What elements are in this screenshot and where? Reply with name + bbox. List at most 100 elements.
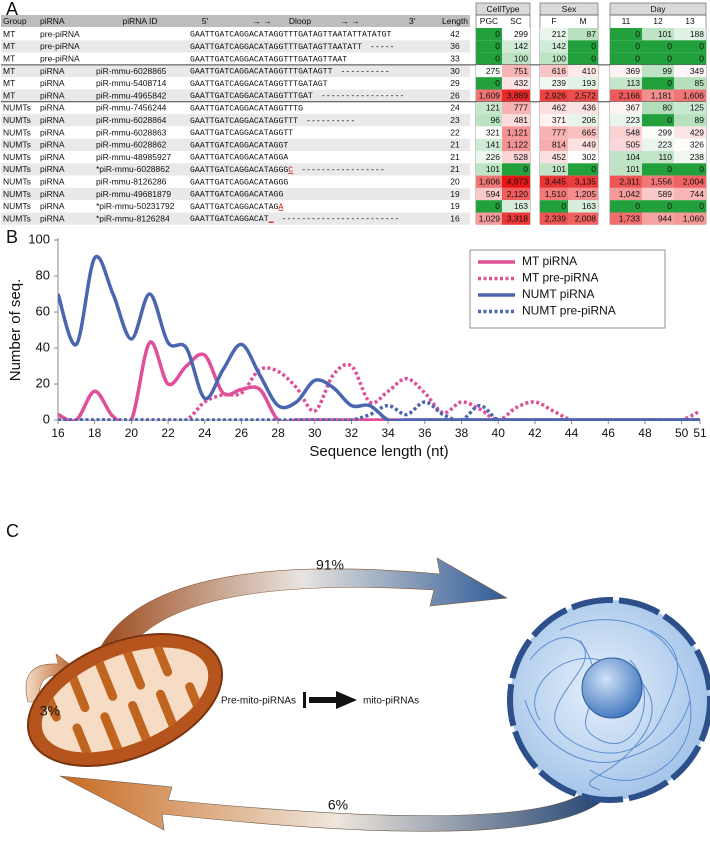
value-cell: 113 [626, 78, 640, 88]
x-tick-label: 30 [308, 426, 322, 440]
heat-cell [476, 89, 502, 102]
value-cell: 0 [667, 164, 672, 174]
value-cell: 163 [514, 201, 528, 211]
heat-cell [642, 89, 674, 102]
mutation: _ [268, 215, 274, 224]
row-bg [1, 52, 470, 65]
value-cell: 110 [658, 152, 672, 162]
value-cell: 2,008 [575, 213, 597, 223]
type-cell: piRNA [40, 90, 65, 100]
heat-cell [476, 114, 502, 127]
group-cell: MT [3, 66, 15, 76]
length-cell: 20 [450, 177, 460, 187]
heat-cell [642, 151, 674, 164]
value-cell: 3,445 [545, 177, 567, 187]
column-header: 12 [653, 16, 663, 26]
type-cell: pre-piRNA [40, 41, 80, 51]
x-tick-label: 42 [528, 426, 542, 440]
type-cell: piRNA [40, 177, 65, 187]
row-bg [1, 114, 470, 127]
value-cell: 238 [690, 152, 704, 162]
heat-cell [476, 101, 502, 115]
column-header: PGC [480, 16, 498, 26]
value-cell: 100 [514, 54, 528, 64]
value-cell: 777 [552, 127, 566, 137]
value-cell: 101 [552, 164, 566, 174]
heat-cell [568, 89, 598, 102]
heat-cell [502, 200, 530, 213]
length-cell: 19 [450, 189, 460, 199]
heat-cell [674, 40, 706, 53]
x-tick-label: 44 [565, 426, 579, 440]
group-cell: NUMTs [3, 140, 31, 150]
heat-cell [642, 200, 674, 213]
group-cell: NUMTs [3, 189, 31, 199]
heat-cell [502, 28, 530, 41]
value-cell: 548 [626, 127, 640, 137]
value-cell: 3,135 [575, 177, 597, 187]
percent-label: 6% [328, 797, 348, 813]
sequence-cell: GAATTGATCAGGACATAGGG [190, 178, 288, 187]
value-cell: 2,572 [575, 90, 597, 100]
value-cell: 3,318 [507, 213, 529, 223]
heat-cell [610, 151, 642, 164]
heat-cell [540, 114, 568, 127]
heat-cell [540, 28, 568, 41]
value-cell: 616 [552, 66, 566, 76]
heat-cell [642, 187, 674, 201]
heat-cell [568, 200, 598, 213]
heat-cell [476, 138, 502, 151]
heat-cell [674, 28, 706, 41]
panel-label: B [6, 227, 18, 247]
value-cell: 0 [667, 115, 672, 125]
heat-cell [568, 52, 598, 65]
value-cell: 436 [582, 103, 596, 113]
sequence-cell: GAATTGATCAGGACATAGGTTTGATAGTTAATATT ----- [190, 43, 395, 52]
sequence: GAATTGATCAGGACAT [190, 215, 269, 224]
heat-cell [476, 64, 502, 78]
heat-cell [674, 200, 706, 213]
heat-cell [674, 101, 706, 115]
arrow [97, 557, 508, 657]
heat-cell [674, 52, 706, 65]
panel-label: A [6, 0, 18, 19]
type-cell: piRNA [40, 140, 65, 150]
value-cell: 85 [695, 78, 705, 88]
value-cell: 1,556 [651, 177, 673, 187]
group-cell: NUMTs [3, 177, 31, 187]
id-cell: piR-mmu-48985927 [96, 152, 171, 162]
column-header: F [551, 16, 556, 26]
x-tick-label: 40 [492, 426, 506, 440]
nucleus [507, 597, 710, 803]
heat-cell [476, 200, 502, 213]
x-tick-label: 22 [161, 426, 175, 440]
sequence: GAATTGATCAGGACATAGGTTTG [190, 105, 303, 114]
length-cell: 30 [450, 66, 460, 76]
x-tick-label: 34 [381, 426, 395, 440]
x-tick-label: 26 [235, 426, 249, 440]
legend-label: MT pre-piRNA [522, 271, 598, 285]
heat-cell [674, 126, 706, 139]
sequence: GAATTGATCAGGACATAG [190, 203, 279, 212]
gap: ---------- [341, 68, 390, 77]
sequence-cell: GAATTGATCAGGACATAGGTTTGAT ---------------… [190, 92, 404, 101]
row-bg [1, 175, 470, 188]
sequence-cell: GAATTGATCAGGACATAGGTT [190, 129, 293, 138]
sequence: GAATTGATCAGGACATAGGTTT [190, 117, 298, 126]
heat-cell [502, 187, 530, 201]
value-cell: 0 [699, 54, 704, 64]
heat-cell [610, 212, 642, 225]
heat-cell [476, 212, 502, 225]
heat-cell [610, 200, 642, 213]
chart: 0 20 40 60 80 100 16 18 20 22 24 26 28 30 32 34 36 38 40 42… [7, 231, 707, 460]
heat-cell [610, 187, 642, 201]
type-cell: piRNA [40, 164, 65, 174]
percent-label: 91% [316, 557, 344, 573]
heat-cell [610, 114, 642, 127]
arrow [309, 691, 357, 709]
id-cell: piR-mmu-6028862 [96, 140, 167, 150]
length-cell: 26 [450, 90, 460, 100]
heat-cell [568, 212, 598, 225]
value-cell: 0 [635, 201, 640, 211]
heat-cell [502, 40, 530, 53]
